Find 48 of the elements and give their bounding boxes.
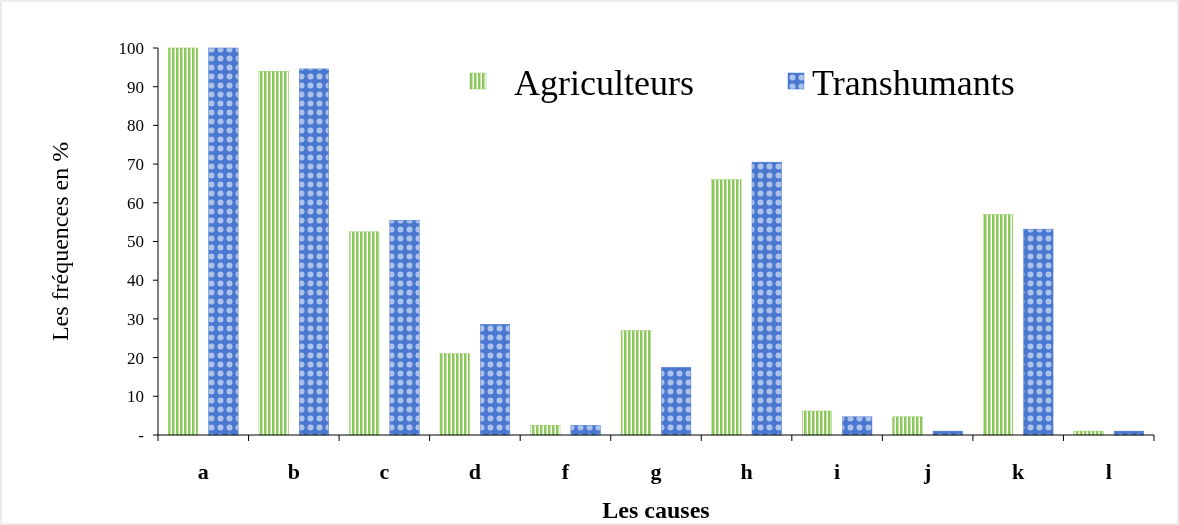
y-tick-label: 40	[127, 271, 144, 291]
y-tick-label: 100	[118, 38, 144, 58]
y-tick-label: 50	[127, 232, 144, 252]
bar	[389, 219, 420, 436]
bar	[1073, 430, 1104, 436]
y-tick-label: 80	[127, 116, 144, 136]
legend-label: Agriculteurs	[514, 62, 694, 103]
bar	[1113, 430, 1144, 436]
bar	[299, 68, 329, 436]
x-tick-label: d	[468, 459, 482, 484]
x-tick-label: h	[740, 459, 753, 484]
y-tick-label: 30	[127, 309, 144, 329]
bar	[620, 330, 651, 436]
bar	[892, 416, 923, 436]
bar	[661, 367, 692, 436]
x-tick-label: c	[379, 459, 390, 484]
y-tick-label: 20	[127, 348, 144, 368]
bar	[168, 47, 199, 436]
legend-label: Transhumants	[812, 62, 1015, 103]
y-tick-label: 90	[127, 77, 144, 97]
x-tick-label: b	[287, 459, 300, 484]
bar	[480, 324, 511, 436]
bar	[1023, 228, 1054, 436]
x-tick-label: l	[1105, 459, 1112, 484]
bar	[932, 430, 963, 436]
bar	[570, 425, 601, 436]
x-tick-label: g	[650, 459, 662, 484]
y-tick-label: 60	[127, 193, 144, 213]
bar	[751, 161, 782, 436]
y-tick-label: -	[138, 425, 145, 445]
bar	[208, 47, 239, 436]
x-tick-label: j	[922, 459, 932, 484]
bar	[439, 353, 470, 436]
x-tick-label: i	[834, 459, 841, 484]
x-tick-label: f	[561, 459, 570, 484]
bar	[711, 179, 742, 436]
x-tick-label: k	[1012, 459, 1026, 484]
y-tick-label: 70	[127, 155, 144, 175]
bar	[983, 214, 1013, 436]
bar	[258, 70, 289, 436]
y-axis-title: Les fréquences en %	[47, 141, 73, 342]
bar	[801, 410, 832, 436]
bar	[349, 231, 380, 436]
x-tick-label: a	[197, 459, 209, 484]
bar	[530, 425, 561, 436]
bar	[842, 416, 873, 436]
y-tick-label: 10	[127, 387, 144, 407]
x-axis-title: Les causes	[602, 497, 710, 523]
